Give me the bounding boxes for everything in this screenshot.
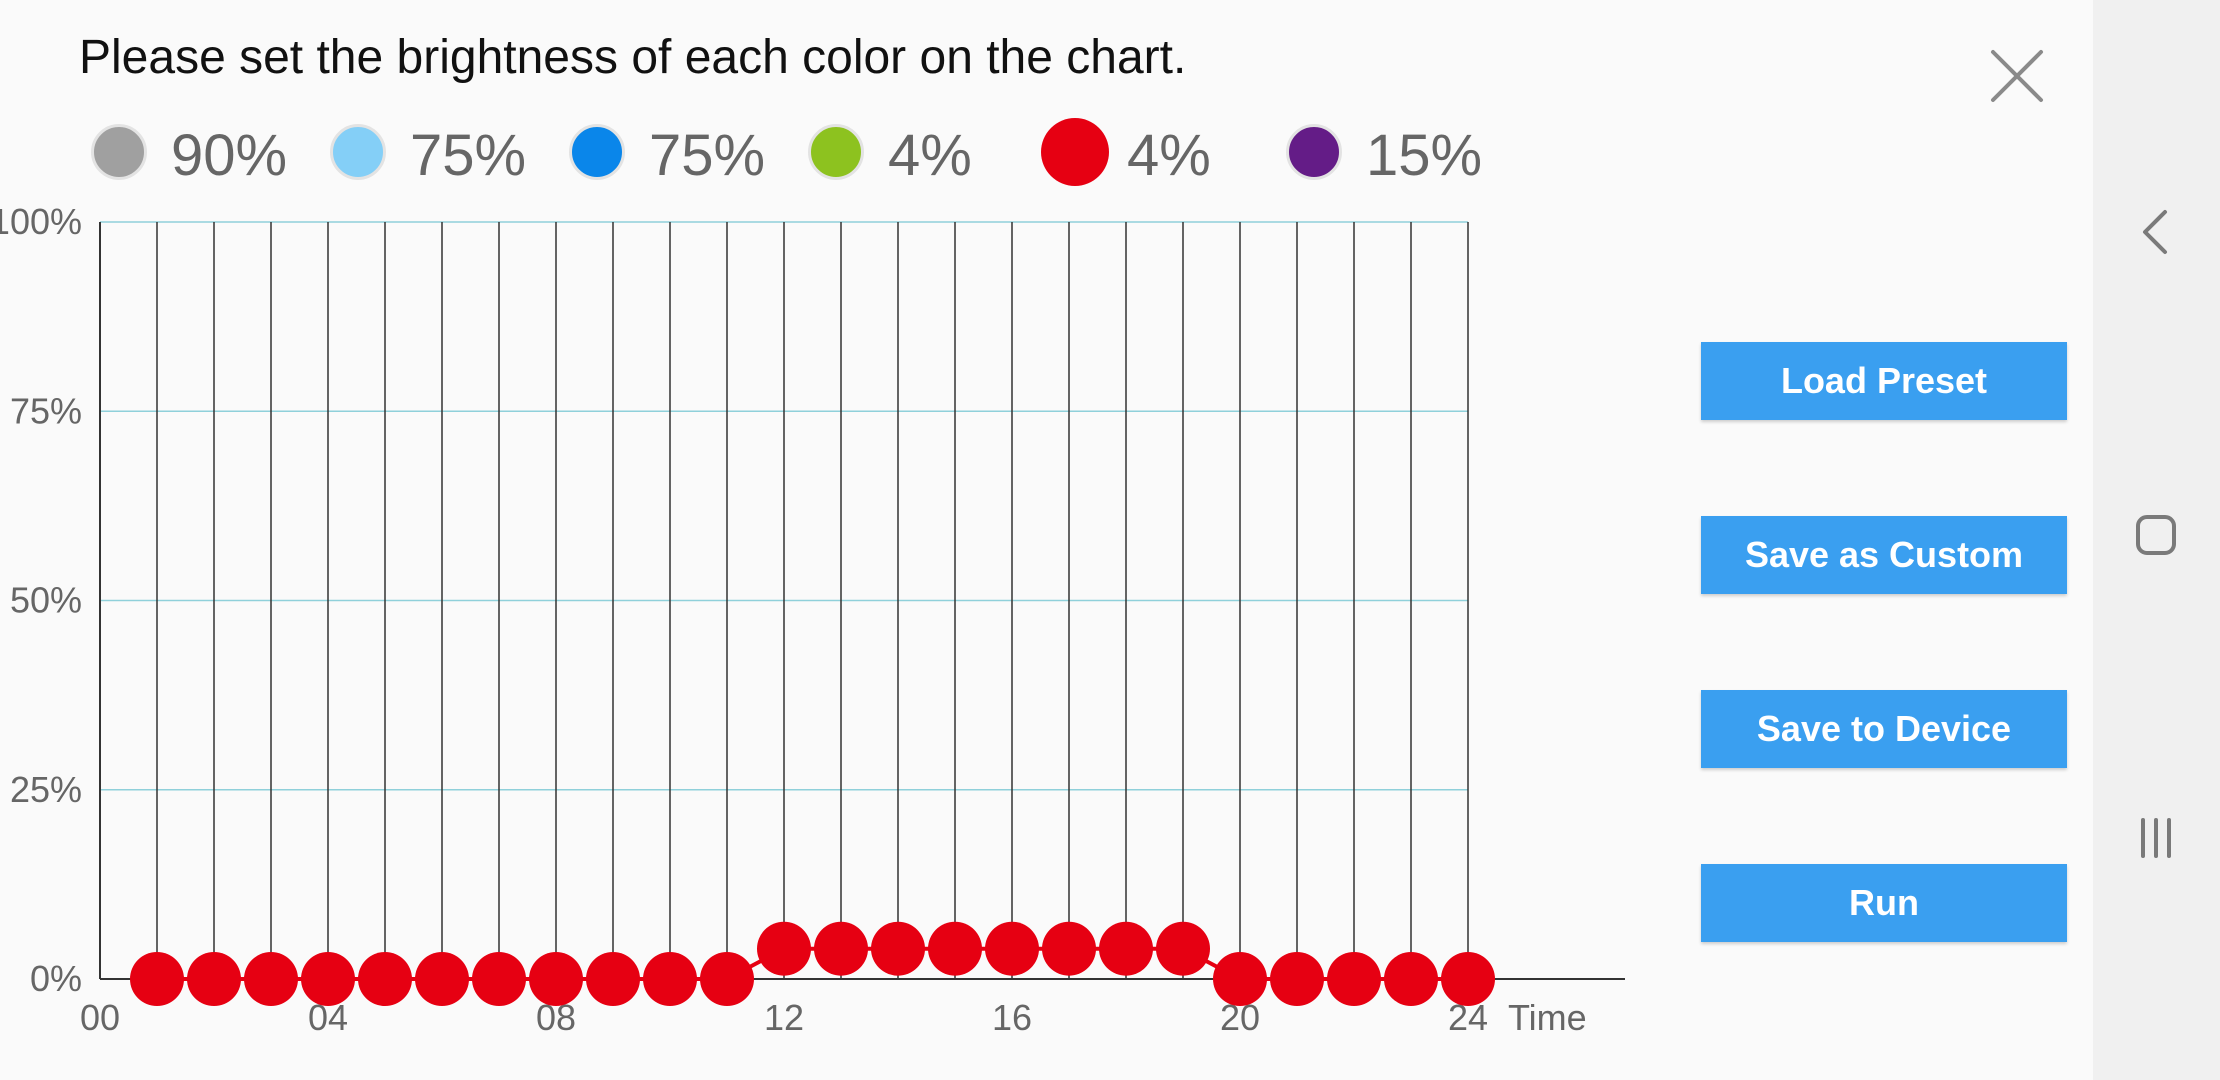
load-preset-button[interactable]: Load Preset: [1701, 342, 2067, 420]
close-button[interactable]: [1985, 44, 2049, 108]
data-point[interactable]: [871, 921, 925, 976]
brightness-settings-panel: Please set the brightness of each color …: [0, 0, 2067, 1040]
data-point[interactable]: [1099, 921, 1153, 976]
data-point[interactable]: [187, 952, 241, 1006]
data-point[interactable]: [814, 921, 868, 976]
nav-recents-button[interactable]: [2093, 788, 2220, 888]
data-point[interactable]: [643, 952, 697, 1006]
brightness-value: 4%: [888, 123, 972, 188]
color-swatch[interactable]: [569, 124, 625, 180]
data-point[interactable]: [985, 921, 1039, 976]
data-point[interactable]: [1384, 952, 1438, 1006]
x-tick-label: 12: [764, 997, 804, 1038]
save-to-device-button[interactable]: Save to Device: [1701, 690, 2067, 768]
color-swatch[interactable]: [1041, 118, 1109, 186]
y-tick-label: 100%: [0, 201, 82, 242]
color-swatch[interactable]: [1286, 124, 1342, 180]
data-point[interactable]: [301, 952, 355, 1006]
recents-bars-icon: [2141, 818, 2171, 858]
data-point[interactable]: [130, 952, 184, 1006]
brightness-value: 15%: [1366, 123, 1483, 188]
data-point[interactable]: [415, 952, 469, 1006]
data-point[interactable]: [529, 952, 583, 1006]
data-point[interactable]: [1441, 952, 1495, 1006]
data-point[interactable]: [1156, 921, 1210, 976]
data-point[interactable]: [1213, 952, 1267, 1006]
color-swatch[interactable]: [808, 124, 864, 180]
brightness-value: 75%: [410, 123, 527, 188]
data-point[interactable]: [472, 952, 526, 1006]
instruction-text: Please set the brightness of each color …: [79, 31, 1187, 84]
close-icon: [1991, 50, 2043, 102]
run-button[interactable]: Run: [1701, 864, 2067, 942]
y-tick-label: 25%: [10, 769, 82, 810]
data-point[interactable]: [358, 952, 412, 1006]
save-as-custom-button[interactable]: Save as Custom: [1701, 516, 2067, 594]
data-point[interactable]: [757, 921, 811, 976]
brightness-value: 4%: [1127, 123, 1211, 188]
data-point[interactable]: [928, 921, 982, 976]
x-tick-label: 00: [80, 997, 120, 1038]
data-point[interactable]: [1270, 952, 1324, 1006]
color-swatch[interactable]: [330, 124, 386, 180]
color-swatch[interactable]: [91, 124, 147, 180]
brightness-value: 75%: [649, 123, 766, 188]
data-point[interactable]: [586, 952, 640, 1006]
data-point[interactable]: [700, 952, 754, 1006]
x-axis-unit-label: Time: [1508, 997, 1587, 1038]
nav-home-button[interactable]: [2093, 485, 2220, 585]
system-navigation-bar: [2093, 0, 2220, 1080]
y-tick-label: 0%: [30, 958, 82, 999]
brightness-value: 90%: [171, 123, 288, 188]
nav-back-button[interactable]: [2093, 182, 2220, 282]
x-tick-label: 16: [992, 997, 1032, 1038]
data-point[interactable]: [244, 952, 298, 1006]
back-chevron-icon: [2143, 210, 2167, 254]
y-tick-label: 50%: [10, 580, 82, 621]
data-point[interactable]: [1327, 952, 1381, 1006]
home-square-icon: [2136, 515, 2176, 555]
y-tick-label: 75%: [10, 390, 82, 431]
data-point[interactable]: [1042, 921, 1096, 976]
